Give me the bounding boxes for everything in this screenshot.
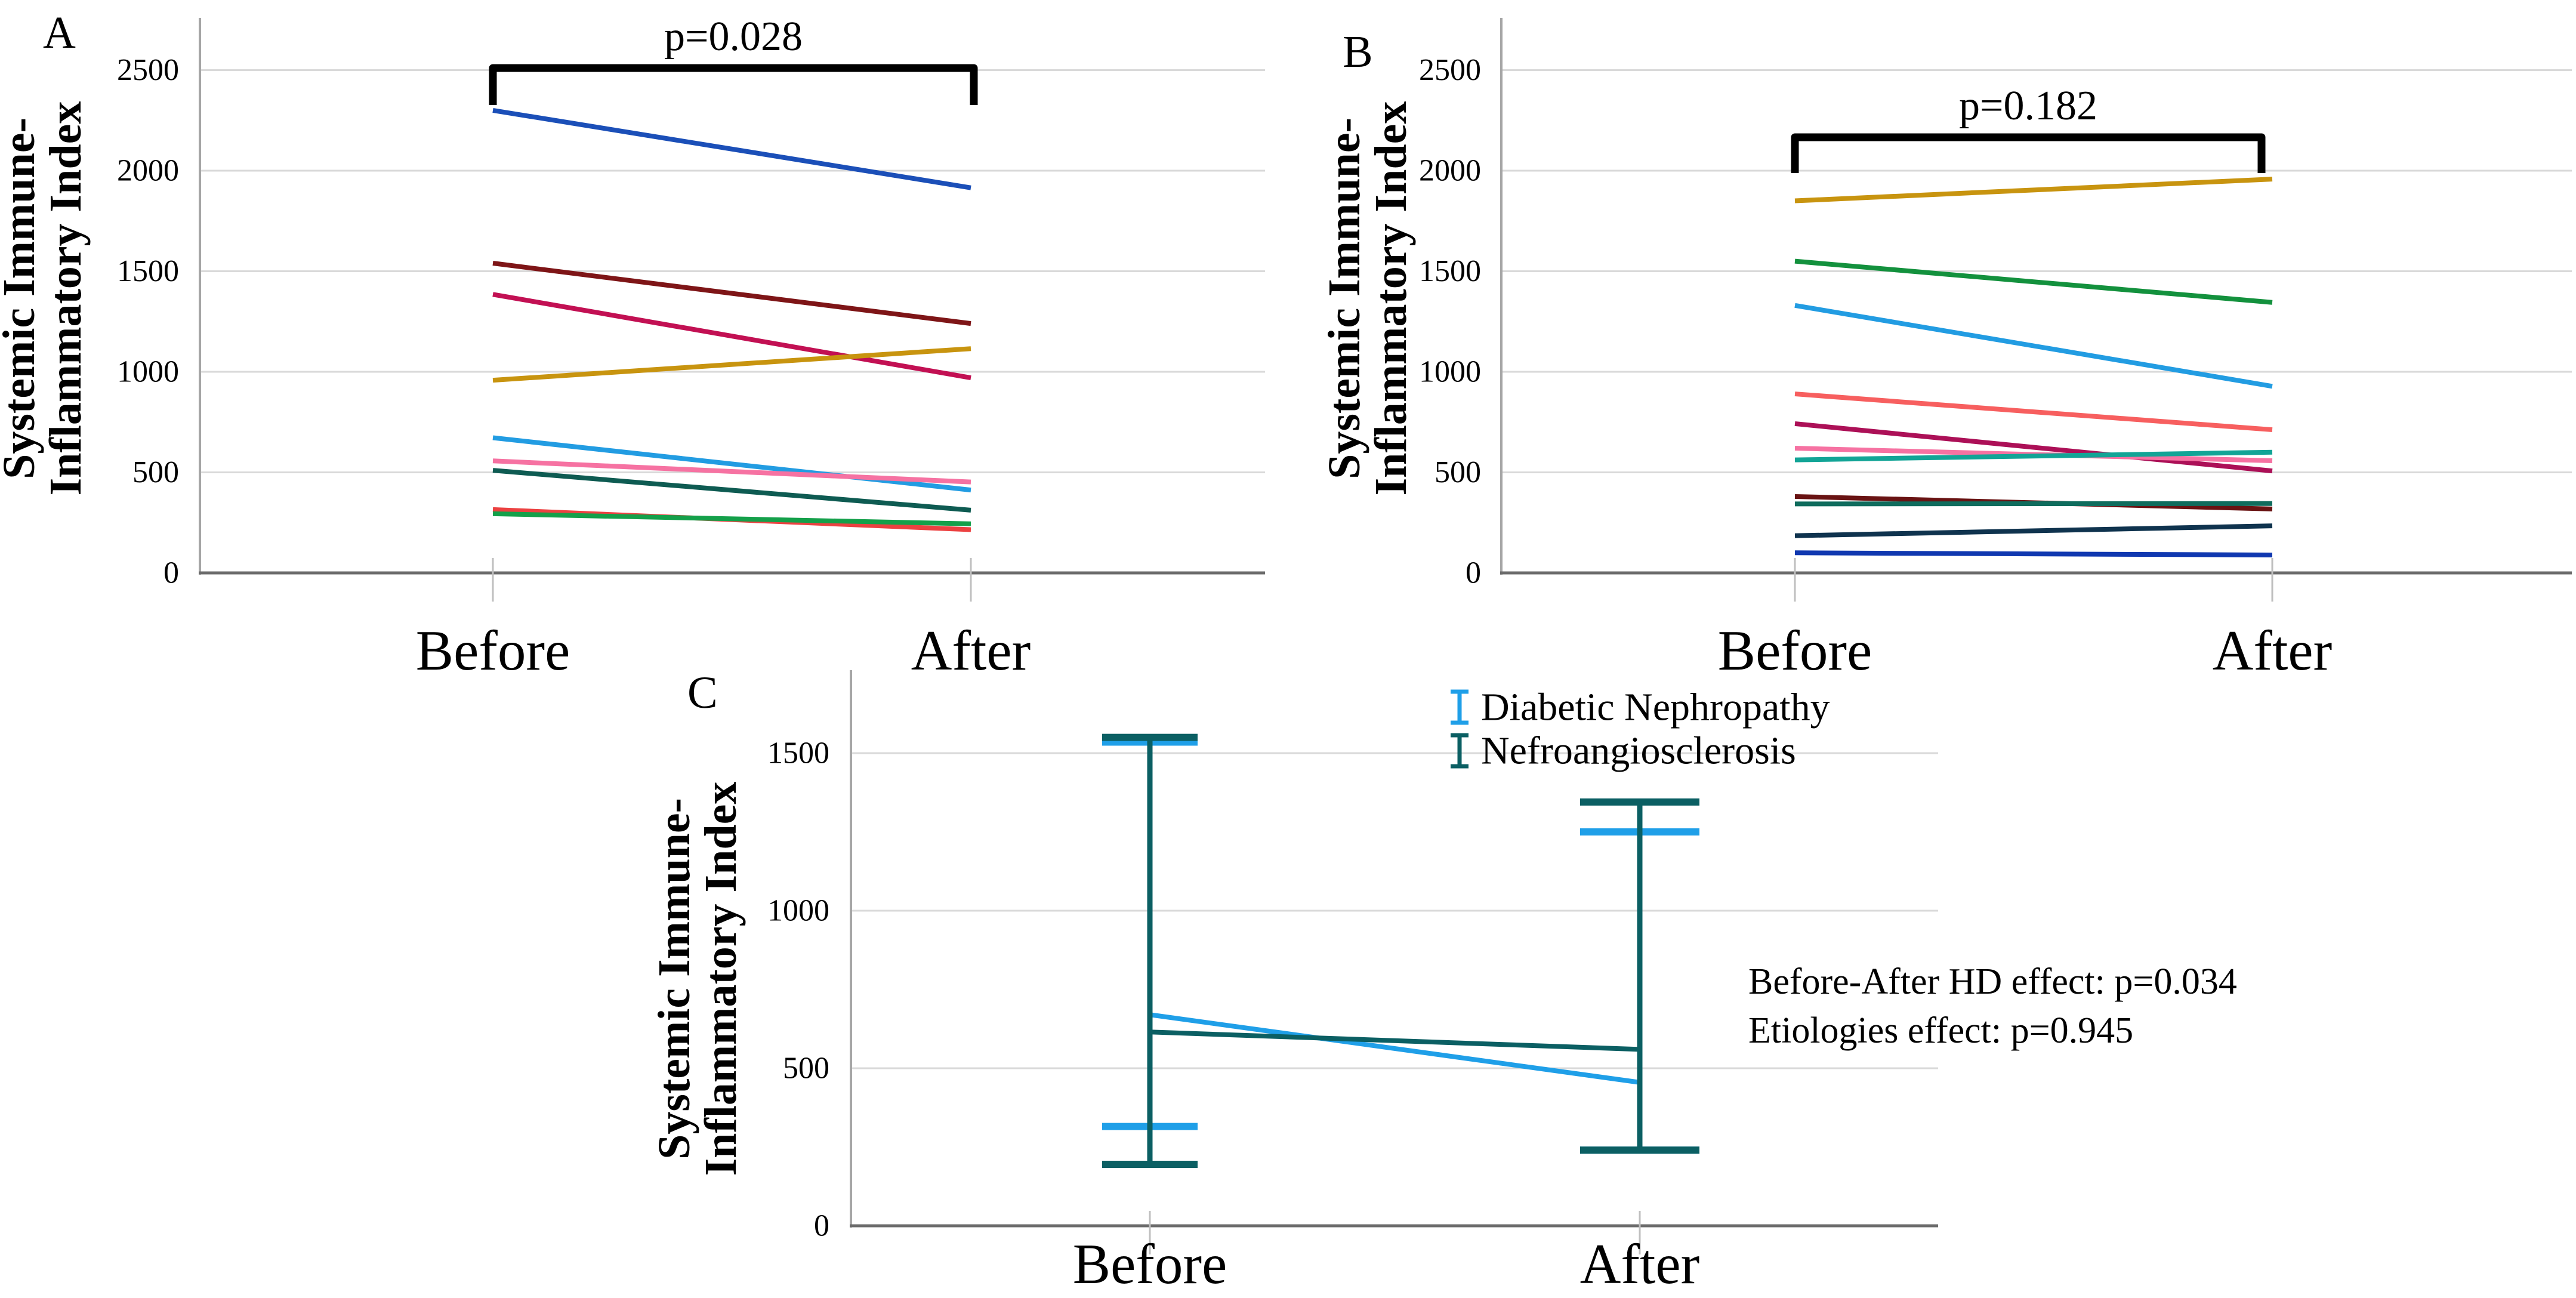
y-tick-label-1000: 1000 xyxy=(767,894,829,928)
y-tick-label-1500: 1500 xyxy=(1419,254,1481,288)
y-tick-label-0: 0 xyxy=(814,1209,829,1243)
legend-label-2: Nefroangiosclerosis xyxy=(1481,729,1796,773)
panel-letter-c: C xyxy=(687,668,718,718)
x-label-before: Before xyxy=(416,619,570,682)
mean-line-1 xyxy=(1149,1012,1640,1085)
p-value-label: p=0.182 xyxy=(1959,83,2097,129)
panel-b-series-5-line xyxy=(1794,421,2273,474)
mean-line-2 xyxy=(1149,1029,1640,1052)
y-tick-label-0: 0 xyxy=(1466,556,1481,590)
y-tick-label-2000: 2000 xyxy=(117,154,179,188)
x-label-after: After xyxy=(1580,1232,1699,1296)
annotation-line-1: Before-After HD effect: p=0.034 xyxy=(1748,961,2237,1002)
y-tick-label-500: 500 xyxy=(783,1052,829,1086)
panel-a-series-4-line xyxy=(492,346,971,383)
panel-a-series-5-line xyxy=(492,435,971,493)
significance-bracket xyxy=(1791,133,2266,173)
y-tick-label-1000: 1000 xyxy=(117,355,179,389)
panel-a-series-3-line xyxy=(492,292,971,381)
y-axis-title-line2: Inflammatory Index xyxy=(41,101,91,496)
panel-b-series-3-line xyxy=(1794,303,2273,389)
panel-letter-b: B xyxy=(1343,27,1373,77)
y-tick-label-2000: 2000 xyxy=(1419,154,1481,188)
significance-bracket xyxy=(489,64,978,105)
y-tick-label-2500: 2500 xyxy=(1419,53,1481,87)
panel-b-series-4-line xyxy=(1794,391,2273,433)
y-axis-title-line1: Systemic Immune- xyxy=(0,118,44,479)
panel-a-series-6-line xyxy=(492,458,971,485)
panel-b-series-7-line xyxy=(1794,449,2273,463)
y-axis-title-line1: Systemic Immune- xyxy=(649,798,699,1160)
x-label-before: Before xyxy=(1718,619,1872,682)
panel-a-series-2-line xyxy=(492,261,971,326)
panel-b-series-1-line xyxy=(1794,177,2273,204)
y-tick-label-500: 500 xyxy=(1434,455,1481,489)
panel-a-series-1-line xyxy=(492,107,971,190)
y-tick-label-1500: 1500 xyxy=(767,736,829,770)
x-label-after: After xyxy=(911,619,1031,682)
panel-b-series-10-line xyxy=(1794,523,2273,538)
panel-b-series-11-line xyxy=(1794,550,2273,558)
p-value-label: p=0.028 xyxy=(664,14,803,60)
y-tick-label-500: 500 xyxy=(132,455,179,489)
annotation-line-2: Etiologies effect: p=0.945 xyxy=(1748,1010,2133,1051)
y-tick-label-2500: 2500 xyxy=(117,53,179,87)
panel-a-series-7-line xyxy=(492,468,971,513)
x-label-before: Before xyxy=(1073,1232,1227,1296)
x-label-after: After xyxy=(2213,619,2332,682)
y-axis-title-line2: Inflammatory Index xyxy=(1366,101,1416,496)
y-tick-label-1500: 1500 xyxy=(117,254,179,288)
panel-letter-a: A xyxy=(43,8,76,58)
panel-b-series-2-line xyxy=(1794,258,2273,305)
y-tick-label-0: 0 xyxy=(163,556,179,590)
panel-a-series-9-line xyxy=(492,511,971,526)
legend-label-1: Diabetic Nephropathy xyxy=(1481,686,1830,729)
y-tick-label-1000: 1000 xyxy=(1419,355,1481,389)
y-axis-title-line2: Inflammatory Index xyxy=(696,782,746,1176)
y-axis-title-line1: Systemic Immune- xyxy=(1319,118,1369,479)
